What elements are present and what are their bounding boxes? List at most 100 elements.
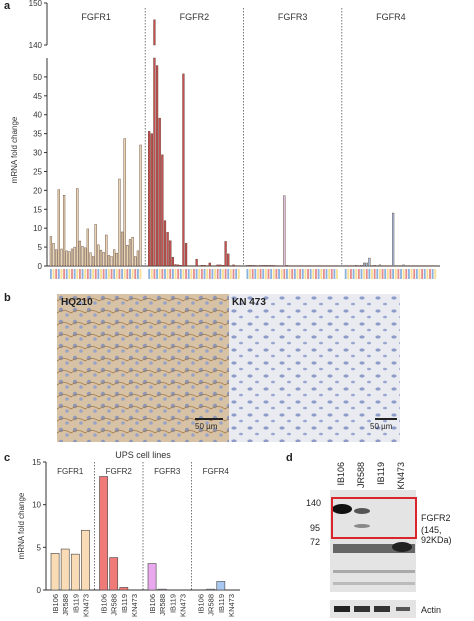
data-bar — [208, 262, 211, 267]
sample-label-mark — [328, 269, 331, 279]
y-tick-label: 140 — [29, 41, 43, 50]
group-label: FGFR4 — [376, 12, 406, 22]
data-bar — [174, 264, 177, 267]
sample-label-mark — [118, 269, 121, 279]
data-bar — [270, 265, 273, 267]
sample-label-mark — [270, 269, 273, 279]
sample-label-mark — [148, 269, 151, 279]
data-bar — [195, 258, 198, 267]
data-bar — [97, 244, 100, 267]
sample-label-mark — [102, 269, 105, 279]
sample-label-mark — [224, 269, 227, 279]
data-bar — [131, 237, 134, 267]
sample-label-mark — [179, 269, 182, 279]
data-bar — [378, 264, 382, 267]
data-bar — [254, 265, 257, 267]
sample-label-mark — [211, 269, 214, 279]
data-bar — [216, 264, 219, 267]
y-tick-label: 5 — [37, 543, 42, 552]
sample-label-mark — [193, 269, 195, 279]
data-bar — [73, 246, 76, 267]
data-bar — [134, 256, 137, 267]
sample-label-mark — [195, 269, 198, 279]
sample-label-mark — [89, 269, 92, 279]
sample-label-mark — [57, 269, 60, 279]
sample-label-mark — [267, 269, 270, 279]
data-bar — [182, 73, 185, 267]
x-tick-label: IB106 — [51, 594, 60, 614]
marker-72: 72 — [310, 537, 321, 547]
sample-label-mark — [386, 269, 389, 279]
sample-label-mark — [100, 269, 102, 279]
sample-label-mark — [86, 269, 89, 279]
sample-label-mark — [166, 269, 169, 279]
panel-letter-c: c — [4, 452, 11, 464]
sample-label-mark — [410, 269, 413, 279]
sample-label-mark — [222, 269, 224, 279]
data-bar — [259, 265, 262, 267]
data-bar — [94, 224, 97, 267]
sample-label-mark — [249, 269, 251, 279]
fgfr-expression-chart: 0 5 10 15 20 25 30 35 40 45 50 140 150 mRNA fold chan… — [10, 0, 440, 279]
group-label: FGFR3 — [278, 12, 308, 22]
data-bar — [158, 117, 161, 267]
data-bar — [120, 231, 124, 267]
data-bar — [139, 144, 142, 267]
data-bar — [60, 248, 63, 267]
x-tick-label: IB106 — [148, 594, 157, 614]
x-tick-label: IB106 — [100, 594, 109, 614]
sample-label-mark — [373, 269, 376, 279]
sample-label-mark — [320, 269, 323, 279]
sample-label-mark — [264, 269, 267, 279]
data-bar — [99, 249, 103, 267]
sample-label-mark — [296, 269, 299, 279]
sample-label-mark — [301, 269, 304, 279]
sample-label-mark — [322, 269, 325, 279]
sample-label-mark — [156, 269, 158, 279]
data-bar — [402, 264, 405, 267]
x-tick-label: KN473 — [130, 594, 139, 617]
sample-label-mark — [286, 269, 288, 279]
data-bar — [285, 265, 289, 267]
y-axis-label: mRNA fold change — [17, 492, 26, 559]
x-tick-label: IB119 — [71, 594, 80, 613]
y-tick-label: 5 — [38, 243, 43, 252]
data-bar — [81, 246, 84, 267]
sample-label-mark — [291, 269, 294, 279]
sample-label-mark — [288, 269, 291, 279]
sample-label-mark — [413, 269, 416, 279]
data-bar — [153, 57, 156, 267]
panel-letter-d: d — [286, 452, 293, 464]
ups-cell-lines-chart: UPS cell lines 0 5 10 15 mRNA fold change FGFR… — [17, 450, 240, 617]
sample-label-mark — [63, 269, 66, 279]
sample-label-mark — [293, 269, 296, 279]
y-tick-label: 35 — [33, 130, 42, 139]
sample-label-mark — [198, 269, 201, 279]
data-bar — [251, 265, 254, 267]
data-bar — [57, 189, 60, 267]
data-bar — [49, 236, 53, 267]
sample-label-mark — [92, 269, 95, 279]
data-bar — [84, 247, 87, 267]
sample-label-mark — [431, 269, 434, 279]
data-bar — [148, 131, 151, 267]
x-tick-label: IB106 — [197, 594, 206, 614]
sample-label-mark — [126, 269, 129, 279]
sample-label-mark — [408, 269, 410, 279]
sample-label-mark — [235, 269, 238, 279]
western-blot-membrane — [330, 490, 417, 592]
data-bar — [128, 239, 132, 267]
sample-label-mark — [280, 269, 283, 279]
sample-label-mark — [158, 269, 161, 279]
y-tick-label: 15 — [33, 205, 42, 214]
sample-label-mark — [55, 269, 58, 279]
data-bar — [123, 138, 126, 267]
y-tick-label: 40 — [33, 111, 42, 120]
sample-label-mark — [254, 269, 257, 279]
group-label: FGFR3 — [154, 467, 181, 476]
data-bar — [86, 228, 89, 267]
sample-label-mark — [259, 269, 262, 279]
y-axis-label: mRNA fold change — [10, 116, 19, 183]
sample-label-mark — [262, 269, 265, 279]
data-bar — [368, 257, 371, 267]
